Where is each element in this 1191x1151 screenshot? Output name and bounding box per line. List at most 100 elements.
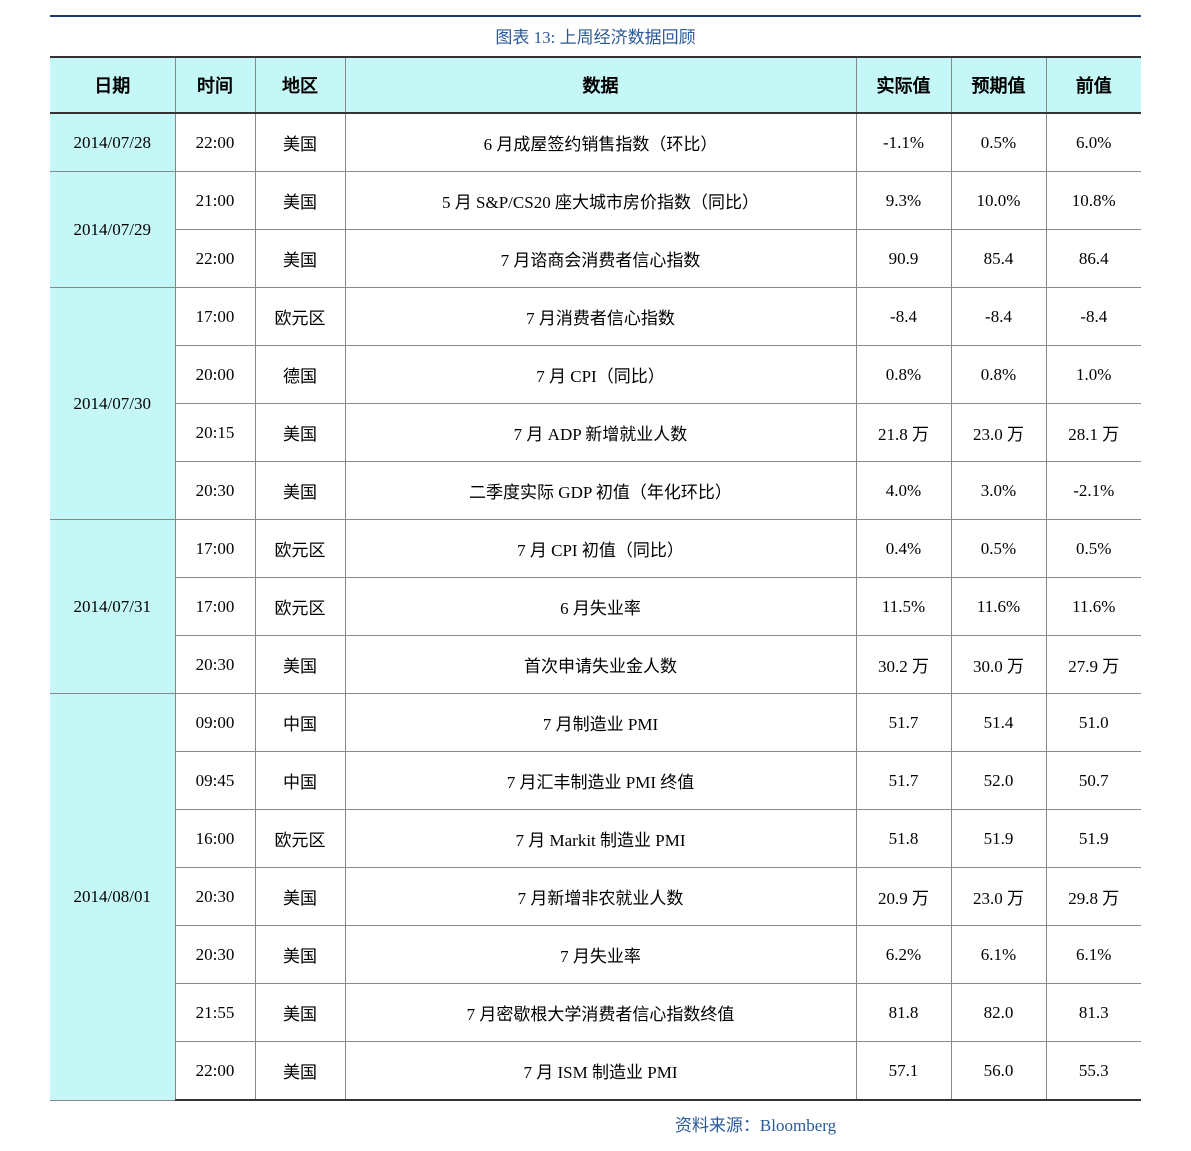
cell-region: 美国 (255, 636, 345, 694)
cell-expect: 0.5% (951, 113, 1046, 172)
cell-expect: 56.0 (951, 1042, 1046, 1101)
cell-region: 美国 (255, 172, 345, 230)
cell-time: 20:30 (175, 636, 255, 694)
cell-prev: -2.1% (1046, 462, 1141, 520)
cell-region: 德国 (255, 346, 345, 404)
cell-time: 21:55 (175, 984, 255, 1042)
data-source: 资料来源：Bloomberg (50, 1111, 1141, 1136)
table-row: 2014/07/3117:00欧元区7 月 CPI 初值（同比）0.4%0.5%… (50, 520, 1141, 578)
table-row: 22:00美国7 月谘商会消费者信心指数90.985.486.4 (50, 230, 1141, 288)
cell-time: 09:00 (175, 694, 255, 752)
cell-region: 欧元区 (255, 520, 345, 578)
table-row: 21:55美国7 月密歇根大学消费者信心指数终值81.882.081.3 (50, 984, 1141, 1042)
cell-expect: 0.5% (951, 520, 1046, 578)
cell-time: 20:30 (175, 926, 255, 984)
table-row: 2014/07/3017:00欧元区7 月消费者信心指数-8.4-8.4-8.4 (50, 288, 1141, 346)
cell-expect: 0.8% (951, 346, 1046, 404)
cell-prev: 81.3 (1046, 984, 1141, 1042)
cell-region: 美国 (255, 1042, 345, 1101)
col-header-actual: 实际值 (856, 57, 951, 113)
cell-actual: 90.9 (856, 230, 951, 288)
table-row: 2014/07/2921:00美国5 月 S&P/CS20 座大城市房价指数（同… (50, 172, 1141, 230)
col-header-date: 日期 (50, 57, 175, 113)
table-row: 09:45中国7 月汇丰制造业 PMI 终值51.752.050.7 (50, 752, 1141, 810)
cell-prev: 50.7 (1046, 752, 1141, 810)
table-row: 20:30美国7 月新增非农就业人数20.9 万23.0 万29.8 万 (50, 868, 1141, 926)
cell-actual: 51.8 (856, 810, 951, 868)
cell-prev: 27.9 万 (1046, 636, 1141, 694)
cell-actual: 0.4% (856, 520, 951, 578)
cell-expect: 85.4 (951, 230, 1046, 288)
cell-region: 美国 (255, 984, 345, 1042)
cell-data: 6 月失业率 (345, 578, 856, 636)
cell-actual: 51.7 (856, 752, 951, 810)
table-header-row: 日期 时间 地区 数据 实际值 预期值 前值 (50, 57, 1141, 113)
cell-time: 09:45 (175, 752, 255, 810)
table-row: 20:30美国首次申请失业金人数30.2 万30.0 万27.9 万 (50, 636, 1141, 694)
cell-actual: 81.8 (856, 984, 951, 1042)
cell-prev: 6.1% (1046, 926, 1141, 984)
cell-prev: 86.4 (1046, 230, 1141, 288)
cell-expect: 23.0 万 (951, 404, 1046, 462)
cell-region: 欧元区 (255, 810, 345, 868)
cell-actual: 11.5% (856, 578, 951, 636)
cell-expect: 3.0% (951, 462, 1046, 520)
cell-time: 20:15 (175, 404, 255, 462)
cell-data: 7 月密歇根大学消费者信心指数终值 (345, 984, 856, 1042)
cell-region: 欧元区 (255, 288, 345, 346)
cell-actual: 4.0% (856, 462, 951, 520)
table-row: 2014/08/0109:00中国7 月制造业 PMI51.751.451.0 (50, 694, 1141, 752)
cell-time: 17:00 (175, 288, 255, 346)
cell-actual: 6.2% (856, 926, 951, 984)
cell-data: 7 月失业率 (345, 926, 856, 984)
col-header-data: 数据 (345, 57, 856, 113)
cell-region: 欧元区 (255, 578, 345, 636)
cell-prev: 28.1 万 (1046, 404, 1141, 462)
cell-date: 2014/08/01 (50, 694, 175, 1101)
col-header-time: 时间 (175, 57, 255, 113)
table-row: 2014/07/2822:00美国6 月成屋签约销售指数（环比）-1.1%0.5… (50, 113, 1141, 172)
cell-data: 7 月新增非农就业人数 (345, 868, 856, 926)
cell-actual: 0.8% (856, 346, 951, 404)
col-header-prev: 前值 (1046, 57, 1141, 113)
col-header-region: 地区 (255, 57, 345, 113)
cell-date: 2014/07/31 (50, 520, 175, 694)
cell-expect: 30.0 万 (951, 636, 1046, 694)
top-rule (50, 15, 1141, 17)
cell-time: 22:00 (175, 113, 255, 172)
cell-actual: 57.1 (856, 1042, 951, 1101)
cell-actual: -8.4 (856, 288, 951, 346)
cell-prev: 1.0% (1046, 346, 1141, 404)
cell-data: 7 月 Markit 制造业 PMI (345, 810, 856, 868)
cell-time: 21:00 (175, 172, 255, 230)
cell-data: 5 月 S&P/CS20 座大城市房价指数（同比） (345, 172, 856, 230)
cell-data: 6 月成屋签约销售指数（环比） (345, 113, 856, 172)
cell-time: 20:00 (175, 346, 255, 404)
table-row: 22:00美国7 月 ISM 制造业 PMI57.156.055.3 (50, 1042, 1141, 1101)
cell-data: 首次申请失业金人数 (345, 636, 856, 694)
cell-prev: 51.0 (1046, 694, 1141, 752)
cell-region: 美国 (255, 230, 345, 288)
cell-actual: 20.9 万 (856, 868, 951, 926)
table-row: 20:30美国7 月失业率6.2%6.1%6.1% (50, 926, 1141, 984)
cell-region: 中国 (255, 752, 345, 810)
cell-time: 20:30 (175, 462, 255, 520)
cell-region: 美国 (255, 404, 345, 462)
cell-date: 2014/07/30 (50, 288, 175, 520)
table-caption: 图表 13: 上周经济数据回顾 (50, 23, 1141, 48)
table-row: 20:00德国7 月 CPI（同比）0.8%0.8%1.0% (50, 346, 1141, 404)
cell-region: 美国 (255, 113, 345, 172)
cell-expect: 10.0% (951, 172, 1046, 230)
cell-data: 二季度实际 GDP 初值（年化环比） (345, 462, 856, 520)
cell-expect: 51.9 (951, 810, 1046, 868)
cell-prev: 11.6% (1046, 578, 1141, 636)
cell-expect: 6.1% (951, 926, 1046, 984)
cell-prev: 55.3 (1046, 1042, 1141, 1101)
cell-data: 7 月汇丰制造业 PMI 终值 (345, 752, 856, 810)
cell-data: 7 月 ADP 新增就业人数 (345, 404, 856, 462)
cell-expect: -8.4 (951, 288, 1046, 346)
cell-time: 17:00 (175, 520, 255, 578)
col-header-expect: 预期值 (951, 57, 1046, 113)
cell-expect: 52.0 (951, 752, 1046, 810)
cell-time: 22:00 (175, 1042, 255, 1101)
